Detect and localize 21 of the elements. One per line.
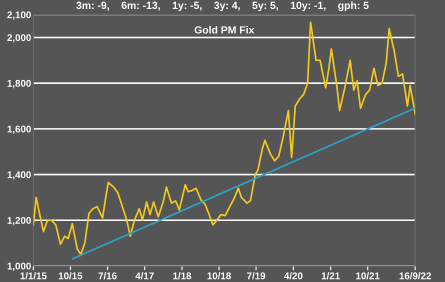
x-tick-label: 7/16 [98, 272, 117, 280]
text: Gold PM Fix [194, 26, 254, 34]
x-tick-label: 10/21 [356, 272, 380, 280]
x-tick-label: 1/18 [173, 272, 192, 280]
x-tick-label: 1/21 [322, 272, 340, 280]
y-tick-label: 1,000 [8, 262, 31, 271]
x-tick-label: 4/20 [284, 272, 302, 280]
x-tick-label: 10/18 [208, 272, 231, 280]
y-tick-label: 2,000 [7, 34, 31, 43]
x-tick-label: 1/1/15 [20, 272, 47, 280]
chart-subtitle: 3m: -9, 6m: -13, 1y: -5, 3y: 4, 5y: 5, 10y: -1, gph: 5 [76, 1, 369, 12]
y-tick-label: 2,100 [7, 11, 31, 20]
line-series [33, 21, 416, 256]
y-tick-label: 1,200 [8, 216, 31, 226]
x-tick-label: 16/9/22 [400, 272, 432, 280]
x-tick-label: 7/19 [247, 272, 266, 280]
y-tick-label: 1,400 [8, 171, 31, 180]
x-tick-label: 4/17 [135, 272, 154, 280]
x-tick-label: 10/15 [58, 272, 82, 280]
y-tick-label: 1,800 [8, 80, 31, 88]
y-tick-label: 1,600 [8, 126, 31, 134]
